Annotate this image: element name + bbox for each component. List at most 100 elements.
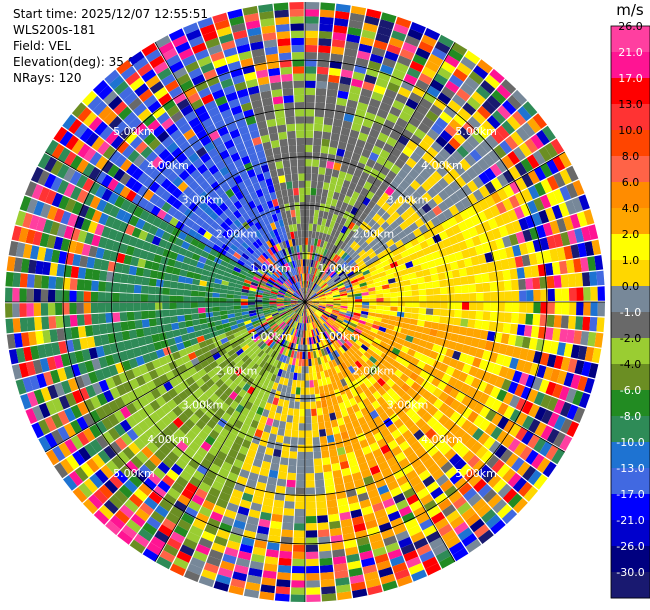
range-gate (495, 353, 506, 366)
range-gate (351, 317, 360, 323)
range-gate (8, 240, 19, 257)
range-gate (284, 296, 292, 299)
range-gate (36, 373, 47, 389)
range-gate (447, 294, 455, 302)
range-gate (283, 508, 295, 516)
range-gate (137, 185, 149, 197)
range-gate (343, 219, 352, 228)
range-gate (399, 481, 413, 493)
range-gate (263, 424, 272, 434)
range-gate (356, 193, 366, 203)
range-gate (460, 82, 475, 96)
range-gate (277, 307, 285, 311)
range-gate (45, 400, 57, 416)
range-gate (523, 266, 533, 278)
range-gate (383, 264, 392, 271)
range-gate (516, 324, 526, 336)
range-gate (358, 249, 366, 257)
range-gate (350, 465, 361, 475)
range-gate (376, 305, 384, 310)
range-gate (271, 324, 279, 331)
range-gate (70, 404, 83, 419)
range-gate (142, 327, 152, 337)
range-gate (482, 282, 491, 292)
range-gate (465, 205, 477, 217)
range-gate (235, 315, 243, 321)
range-gate (302, 351, 305, 360)
range-gate (203, 245, 212, 254)
range-gate (198, 256, 207, 264)
range-gate (355, 246, 364, 254)
range-gate (102, 145, 116, 160)
range-gate (215, 239, 224, 248)
range-gate (196, 129, 208, 141)
range-gate (398, 457, 410, 469)
range-gate (413, 429, 425, 441)
range-gate (243, 139, 254, 149)
range-gate (416, 276, 425, 284)
range-gate (184, 110, 198, 123)
range-gate (502, 184, 515, 198)
range-gate (257, 246, 265, 255)
range-gate (329, 316, 336, 322)
range-gate (94, 170, 107, 185)
range-gate (312, 321, 317, 329)
range-gate (351, 152, 361, 162)
range-gate (415, 375, 425, 386)
range-gate (173, 210, 184, 221)
range-gate (307, 308, 311, 316)
range-gate (396, 258, 405, 266)
range-gate (587, 256, 597, 271)
range-gate (452, 547, 469, 562)
range-gate (357, 260, 365, 267)
range-gate (509, 423, 522, 438)
range-gate (215, 574, 232, 585)
range-gate (347, 238, 355, 247)
range-gate (495, 238, 505, 250)
range-gate (405, 408, 417, 419)
range-gate (277, 572, 291, 581)
range-gate (559, 260, 568, 275)
range-gate (310, 306, 317, 311)
range-gate (547, 302, 555, 314)
range-gate (312, 260, 316, 268)
range-gate (441, 431, 454, 443)
range-gate (305, 302, 311, 307)
range-gate (395, 530, 410, 542)
range-gate (561, 302, 570, 315)
range-gate (125, 71, 141, 86)
range-gate (78, 204, 90, 218)
range-gate (533, 166, 547, 181)
range-gate (56, 367, 68, 382)
range-gate (207, 343, 216, 351)
range-gate (177, 494, 191, 507)
range-gate (570, 344, 581, 359)
range-gate (278, 420, 286, 429)
range-gate (347, 338, 355, 345)
range-gate (245, 78, 259, 89)
range-gate (308, 273, 311, 281)
range-gate (177, 401, 189, 412)
range-gate (245, 337, 253, 344)
range-gate (169, 251, 179, 261)
range-gate (140, 302, 149, 311)
range-gate (453, 458, 467, 472)
range-gate (539, 194, 552, 209)
range-gate (565, 165, 579, 182)
range-gate (368, 308, 376, 313)
range-gate (168, 86, 183, 99)
range-gate (287, 378, 293, 387)
range-gate (225, 226, 234, 236)
range-gate (219, 383, 229, 393)
range-gate (305, 180, 311, 188)
range-gate (254, 374, 263, 383)
range-gate (499, 448, 513, 463)
range-gate (70, 186, 82, 201)
range-gate (559, 185, 572, 202)
range-gate (212, 457, 224, 468)
range-gate (207, 147, 219, 159)
range-gate (299, 323, 302, 331)
range-gate (305, 302, 312, 304)
range-gate (198, 291, 206, 297)
range-gate (495, 159, 509, 173)
